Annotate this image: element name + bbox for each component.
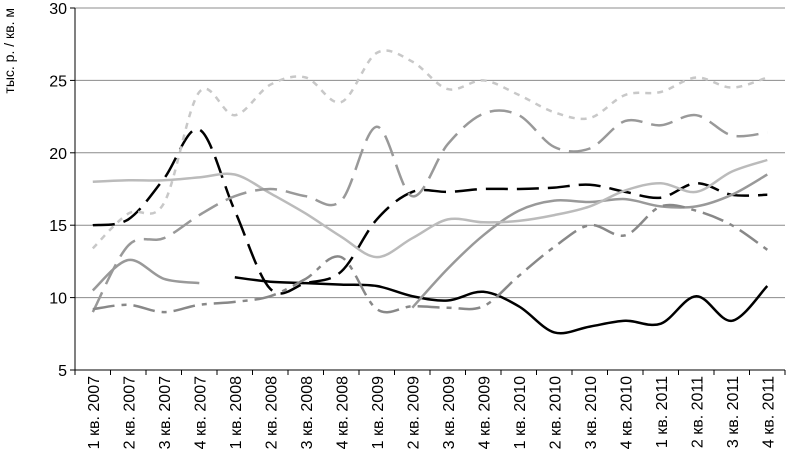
gridlines bbox=[75, 7, 785, 299]
series-line-3 bbox=[91, 258, 200, 292]
x-tick-label: 2 кв. 2011 bbox=[689, 376, 706, 448]
x-tick-labels: 1 кв. 2007 2 кв. 2007 3 кв. 2007 4 кв. 2007… bbox=[86, 376, 778, 449]
series-line-4 bbox=[92, 158, 768, 259]
x-tick-label: 4 кв. 2007 bbox=[192, 376, 209, 449]
y-tick-label: 5 bbox=[58, 363, 67, 380]
x-tick-label: 1 кв. 2011 bbox=[654, 376, 671, 448]
x-tick-label: 4 кв. 2008 bbox=[334, 376, 351, 449]
y-tick-label: 15 bbox=[49, 218, 67, 235]
series-line-3 bbox=[411, 173, 768, 309]
x-tick-label: 2 кв. 2007 bbox=[121, 376, 138, 449]
x-tick-label: 3 кв. 2010 bbox=[583, 376, 600, 449]
x-tick-label: 3 кв. 2008 bbox=[299, 376, 316, 449]
series-lines bbox=[91, 49, 769, 335]
y-tick-label: 20 bbox=[49, 146, 67, 163]
y-tick-labels: 5 10 15 20 25 30 bbox=[49, 1, 67, 380]
x-tick-label: 1 кв. 2010 bbox=[512, 376, 529, 449]
x-tick-label: 2 кв. 2008 bbox=[263, 376, 280, 449]
x-tick-label: 4 кв. 2009 bbox=[476, 376, 493, 449]
x-tick-label: 3 кв. 2009 bbox=[441, 376, 458, 449]
series-line-2 bbox=[92, 128, 768, 295]
x-tick-label: 2 кв. 2010 bbox=[547, 376, 564, 449]
y-tick-label: 25 bbox=[49, 73, 67, 90]
y-axis-label: тыс. р. / кв. м bbox=[1, 8, 17, 94]
x-tick-label: 4 кв. 2011 bbox=[760, 376, 777, 448]
series-line-6 bbox=[92, 203, 769, 314]
x-tick-label: 1 кв. 2007 bbox=[86, 376, 103, 449]
axes bbox=[70, 7, 786, 375]
series-line-7 bbox=[91, 49, 768, 250]
y-tick-label: 30 bbox=[49, 1, 67, 18]
y-tick-label: 10 bbox=[49, 291, 67, 308]
x-tick-label: 3 кв. 2011 bbox=[725, 376, 742, 448]
series-line-5 bbox=[91, 109, 768, 313]
x-tick-label: 4 кв. 2010 bbox=[618, 376, 635, 449]
x-tick-label: 1 кв. 2009 bbox=[370, 376, 387, 449]
series-line-1 bbox=[234, 276, 769, 335]
x-tick-label: 1 кв. 2008 bbox=[228, 376, 245, 449]
x-tick-label: 2 кв. 2009 bbox=[405, 376, 422, 449]
x-tick-label: 3 кв. 2007 bbox=[157, 376, 174, 449]
